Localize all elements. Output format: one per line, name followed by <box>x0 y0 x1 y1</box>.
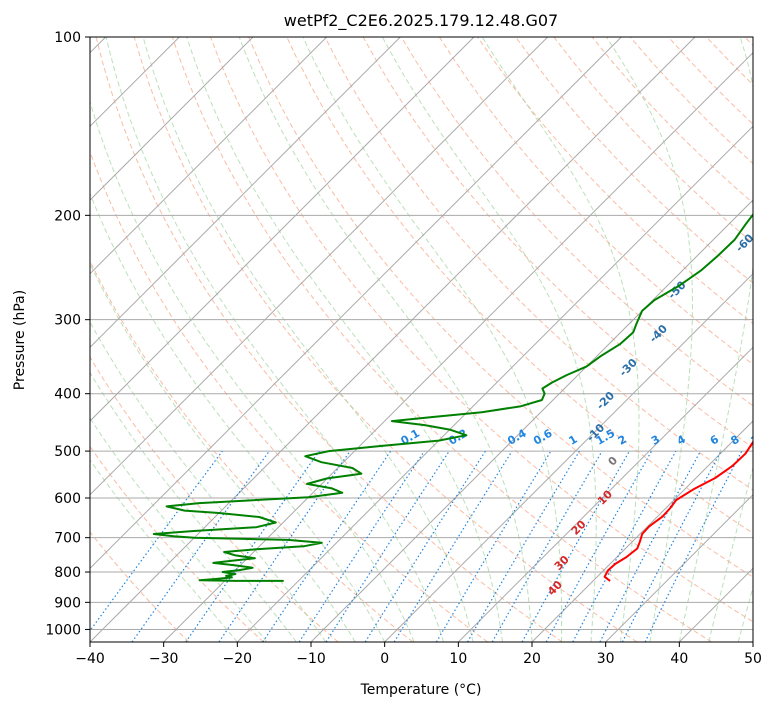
x-tick-label: −30 <box>149 651 179 667</box>
y-tick-label: 200 <box>54 208 81 224</box>
y-tick-label: 900 <box>54 595 81 611</box>
y-axis-label: Pressure (hPa) <box>12 290 28 390</box>
y-tick-label: 800 <box>54 565 81 581</box>
y-tick-label: 300 <box>54 313 81 329</box>
y-tick-label: 600 <box>54 491 81 507</box>
x-tick-label: −20 <box>223 651 253 667</box>
y-tick-label: 400 <box>54 387 81 403</box>
x-tick-label: 50 <box>744 651 762 667</box>
x-tick-label: 10 <box>449 651 467 667</box>
x-tick-label: 40 <box>670 651 688 667</box>
y-tick-label: 100 <box>54 30 81 46</box>
chart-title: wetPf2_C2E6.2025.179.12.48.G07 <box>284 11 558 31</box>
y-tick-label: 1000 <box>45 622 81 638</box>
y-tick-label: 700 <box>54 531 81 547</box>
x-tick-label: 30 <box>597 651 615 667</box>
x-tick-label: 0 <box>380 651 389 667</box>
x-axis-label: Temperature (°C) <box>360 682 482 698</box>
x-tick-label: −40 <box>75 651 105 667</box>
x-tick-label: 20 <box>523 651 541 667</box>
x-tick-label: −10 <box>296 651 326 667</box>
y-tick-label: 500 <box>54 444 81 460</box>
